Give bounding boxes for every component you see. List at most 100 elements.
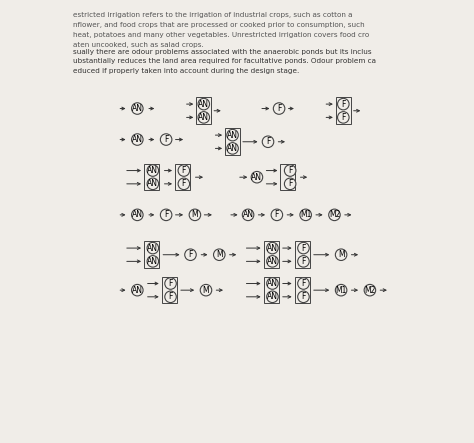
- Bar: [196, 97, 211, 124]
- Circle shape: [335, 249, 347, 260]
- Circle shape: [132, 103, 143, 114]
- Circle shape: [160, 209, 172, 221]
- Circle shape: [298, 278, 309, 289]
- Text: AN: AN: [132, 135, 143, 144]
- Text: aten uncooked, such as salad crops.: aten uncooked, such as salad crops.: [73, 42, 204, 48]
- Circle shape: [298, 291, 309, 303]
- Circle shape: [337, 98, 349, 110]
- Bar: [294, 241, 310, 268]
- Circle shape: [267, 278, 278, 289]
- Text: F: F: [288, 179, 292, 188]
- Text: heat, potatoes and many other vegetables. Unrestricted irrigation covers food cr: heat, potatoes and many other vegetables…: [73, 32, 369, 38]
- Circle shape: [251, 171, 263, 183]
- Text: M: M: [191, 210, 198, 219]
- Bar: [336, 97, 351, 124]
- Circle shape: [284, 165, 296, 176]
- Text: F: F: [266, 137, 270, 146]
- Text: AN: AN: [132, 286, 143, 295]
- Text: F: F: [301, 257, 306, 266]
- Circle shape: [267, 291, 278, 303]
- Text: M2: M2: [329, 210, 340, 219]
- Circle shape: [189, 209, 201, 221]
- Circle shape: [335, 284, 347, 296]
- Text: ubstantially reduces the land area required for facultative ponds. Odour problem: ubstantially reduces the land area requi…: [73, 58, 376, 65]
- Bar: [294, 277, 310, 303]
- Circle shape: [298, 256, 309, 267]
- Text: F: F: [188, 250, 192, 259]
- Bar: [162, 277, 177, 303]
- Circle shape: [298, 242, 309, 254]
- Circle shape: [165, 291, 176, 303]
- Text: M2: M2: [364, 286, 375, 295]
- Text: sually there are odour problems associated with the anaerobic ponds but its incl: sually there are odour problems associat…: [73, 49, 372, 55]
- Circle shape: [213, 249, 225, 260]
- Text: AN: AN: [267, 244, 278, 253]
- Circle shape: [273, 103, 285, 114]
- Circle shape: [364, 284, 376, 296]
- Circle shape: [132, 209, 143, 221]
- Circle shape: [267, 256, 278, 267]
- Circle shape: [185, 249, 196, 260]
- Text: F: F: [182, 166, 186, 175]
- Circle shape: [132, 284, 143, 296]
- Text: AN: AN: [227, 131, 238, 140]
- Text: AN: AN: [243, 210, 254, 219]
- Text: AN: AN: [267, 292, 278, 301]
- Circle shape: [262, 136, 274, 148]
- Text: AN: AN: [198, 100, 210, 109]
- Text: F: F: [168, 279, 173, 288]
- Bar: [175, 164, 190, 190]
- Circle shape: [267, 242, 278, 254]
- Circle shape: [147, 165, 159, 176]
- Circle shape: [198, 112, 210, 123]
- Text: F: F: [341, 100, 346, 109]
- Text: AN: AN: [251, 173, 263, 182]
- Text: AN: AN: [227, 144, 238, 153]
- Circle shape: [147, 256, 159, 267]
- Bar: [281, 164, 295, 190]
- Circle shape: [147, 178, 159, 190]
- Circle shape: [165, 278, 176, 289]
- Text: F: F: [277, 104, 281, 113]
- Circle shape: [227, 129, 238, 141]
- Text: F: F: [168, 292, 173, 301]
- Text: nflower, and food crops that are processed or cooked prior to consumption, such: nflower, and food crops that are process…: [73, 22, 365, 28]
- Circle shape: [147, 242, 159, 254]
- Text: estricted irrigation refers to the irrigation of industrial crops, such as cotto: estricted irrigation refers to the irrig…: [73, 12, 353, 19]
- Text: AN: AN: [147, 166, 158, 175]
- Text: AN: AN: [147, 244, 158, 253]
- Text: F: F: [301, 292, 306, 301]
- Text: AN: AN: [267, 257, 278, 266]
- Text: M1: M1: [336, 286, 347, 295]
- Text: M: M: [203, 286, 210, 295]
- Circle shape: [178, 165, 190, 176]
- Text: M: M: [338, 250, 345, 259]
- Circle shape: [160, 134, 172, 145]
- Text: educed if properly taken into account during the design stage.: educed if properly taken into account du…: [73, 68, 300, 74]
- Text: AN: AN: [147, 257, 158, 266]
- Text: F: F: [288, 166, 292, 175]
- Text: AN: AN: [132, 210, 143, 219]
- Text: F: F: [341, 113, 346, 122]
- Text: AN: AN: [132, 104, 143, 113]
- Circle shape: [178, 178, 190, 190]
- Text: M: M: [216, 250, 223, 259]
- Circle shape: [300, 209, 311, 221]
- Bar: [144, 241, 159, 268]
- Circle shape: [337, 112, 349, 123]
- Bar: [264, 277, 279, 303]
- Text: M1: M1: [300, 210, 311, 219]
- Text: F: F: [182, 179, 186, 188]
- Circle shape: [328, 209, 340, 221]
- Circle shape: [132, 134, 143, 145]
- Bar: [225, 128, 240, 155]
- Text: F: F: [274, 210, 279, 219]
- Text: AN: AN: [198, 113, 210, 122]
- Circle shape: [200, 284, 212, 296]
- Circle shape: [242, 209, 254, 221]
- Circle shape: [271, 209, 283, 221]
- Circle shape: [198, 98, 210, 110]
- Bar: [264, 241, 279, 268]
- Text: AN: AN: [147, 179, 158, 188]
- Circle shape: [284, 178, 296, 190]
